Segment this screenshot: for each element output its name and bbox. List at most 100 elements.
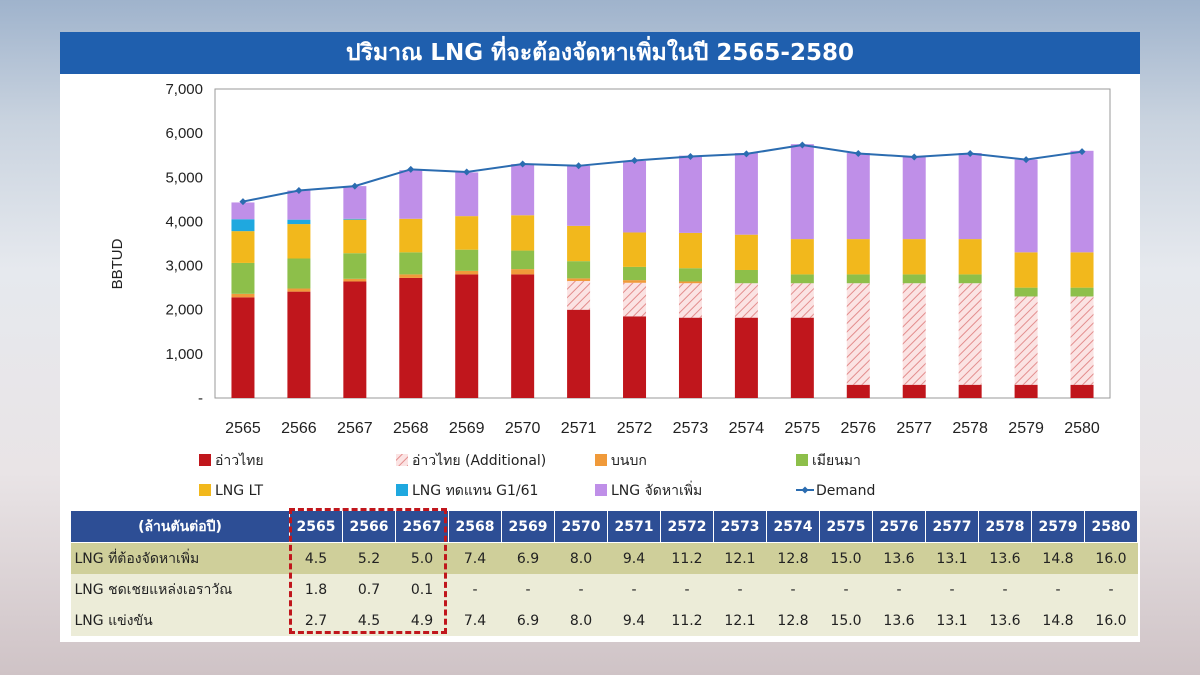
bar-myanmar	[231, 262, 255, 294]
bar-lng_lt	[399, 218, 423, 253]
y-tick-label: 7,000	[165, 81, 203, 98]
bar-gulf_additional	[567, 281, 591, 310]
slide: ปริมาณ LNG ที่จะต้องจัดหาเพิ่มในปี 2565-…	[60, 32, 1140, 642]
demand-point	[1078, 148, 1086, 156]
bar-gulf_additional	[958, 283, 982, 385]
table-cell: 0.7	[342, 574, 396, 605]
bar-lng_replace	[343, 218, 367, 220]
table-row: LNG ที่ต้องจัดหาเพิ่ม 4.5 5.2 5.0 7.4 6.9 8.0 9…	[70, 542, 1138, 574]
bar-myanmar	[678, 268, 702, 282]
bar-gulf_additional	[623, 282, 647, 317]
bar-onshore	[623, 280, 647, 283]
bar-myanmar	[734, 269, 758, 284]
bar-lng_procure	[958, 153, 982, 240]
x-tick-label: 2566	[281, 420, 317, 437]
table-cell: 12.1	[713, 605, 767, 636]
legend-swatch-gulf	[199, 454, 211, 466]
bar-lng_lt	[231, 231, 255, 263]
table-cell: -	[978, 574, 1032, 605]
table-year-header: 2573	[713, 510, 767, 543]
chart: - 1,000 2,000 3,000 4,000 5,000 6,000 7,000 BBT…	[109, 81, 1111, 499]
table-cell: -	[713, 574, 767, 605]
table-cell: 2.7	[289, 605, 343, 636]
y-tick-label: 5,000	[165, 169, 203, 186]
demand-point	[295, 187, 303, 195]
x-tick-label: 2579	[1008, 420, 1044, 437]
bar-lng_lt	[623, 232, 647, 267]
table-cell: 13.6	[978, 542, 1032, 574]
table-cell: 13.1	[925, 542, 979, 574]
demand-point	[351, 182, 359, 190]
table-year-header: 2575	[819, 510, 873, 543]
bar-lng_procure	[287, 190, 311, 220]
bar-gulf	[902, 384, 926, 398]
y-tick-label: 6,000	[165, 125, 203, 142]
bar-lng_procure	[623, 160, 647, 233]
legend-label-gulf: อ่าวไทย	[215, 452, 264, 469]
y-axis: - 1,000 2,000 3,000 4,000 5,000 6,000 7,000	[165, 81, 203, 407]
demand-line	[239, 141, 1086, 206]
bar-myanmar	[846, 274, 870, 284]
table-cell: -	[448, 574, 502, 605]
table-cell: 1.8	[289, 574, 343, 605]
bar-gulf	[678, 317, 702, 398]
y-tick-label: 2,000	[165, 302, 203, 319]
legend-label-lng_lt: LNG LT	[215, 483, 263, 499]
table-cell: 8.0	[554, 605, 608, 636]
bar-lng_procure	[231, 202, 255, 220]
table-cell: -	[819, 574, 873, 605]
table-cell: 13.6	[978, 605, 1032, 636]
bar-gulf	[790, 317, 814, 398]
x-tick-label: 2575	[785, 420, 821, 437]
bar-onshore	[455, 270, 479, 275]
table-cell: -	[766, 574, 820, 605]
bar-lng_procure	[790, 144, 814, 240]
table-cell: 5.2	[342, 542, 396, 574]
table-row-label: LNG ที่ต้องจัดหาเพิ่ม	[70, 542, 290, 574]
x-tick-label: 2568	[393, 420, 429, 437]
bar-myanmar	[790, 274, 814, 284]
bar-lng_replace	[287, 219, 311, 225]
bar-onshore	[678, 281, 702, 284]
table-cell: 13.6	[872, 542, 926, 574]
y-tick-label: 4,000	[165, 213, 203, 230]
bar-lng_procure	[455, 172, 479, 217]
table-cell: 4.9	[395, 605, 449, 636]
legend-label-gulf_additional: อ่าวไทย (Additional)	[412, 452, 546, 469]
bar-myanmar	[287, 258, 311, 289]
legend-swatch-lng_procure	[595, 484, 607, 496]
table-cell: 14.8	[1031, 542, 1085, 574]
legend-label-demand: Demand	[816, 483, 875, 499]
table-cell: 15.0	[819, 542, 873, 574]
table-cell: 9.4	[607, 605, 661, 636]
legend-swatch-onshore	[595, 454, 607, 466]
demand-point	[742, 150, 750, 158]
demand-point	[463, 168, 471, 176]
bar-myanmar	[1070, 287, 1094, 297]
bar-myanmar	[1014, 287, 1038, 297]
y-tick-label: 1,000	[165, 346, 203, 363]
bar-lng_lt	[343, 219, 367, 254]
legend-label-onshore: บนบก	[611, 453, 647, 469]
bar-gulf	[511, 274, 535, 398]
bar-lng_lt	[567, 225, 591, 262]
data-table: (ล้านตันต่อปี) 2565 2566 2567 2568 2569 2570 2…	[70, 510, 1138, 636]
table-cell: 12.1	[713, 542, 767, 574]
bar-myanmar	[399, 252, 423, 275]
table-cell: 5.0	[395, 542, 449, 574]
y-tick-label: 3,000	[165, 258, 203, 275]
bar-onshore	[567, 278, 591, 282]
demand-point	[519, 160, 527, 168]
table-cell: 13.1	[925, 605, 979, 636]
bar-gulf	[399, 277, 423, 398]
table-cell: 6.9	[501, 605, 555, 636]
table-year-header: 2579	[1031, 510, 1085, 543]
bar-lng_lt	[1070, 252, 1094, 288]
table-cell: 16.0	[1084, 605, 1138, 636]
bar-gulf	[1014, 384, 1038, 398]
bar-lng_lt	[678, 232, 702, 269]
bar-lng_procure	[902, 156, 926, 240]
demand-point	[575, 162, 583, 170]
bar-gulf_additional	[902, 283, 926, 385]
table-year-header: 2577	[925, 510, 979, 543]
